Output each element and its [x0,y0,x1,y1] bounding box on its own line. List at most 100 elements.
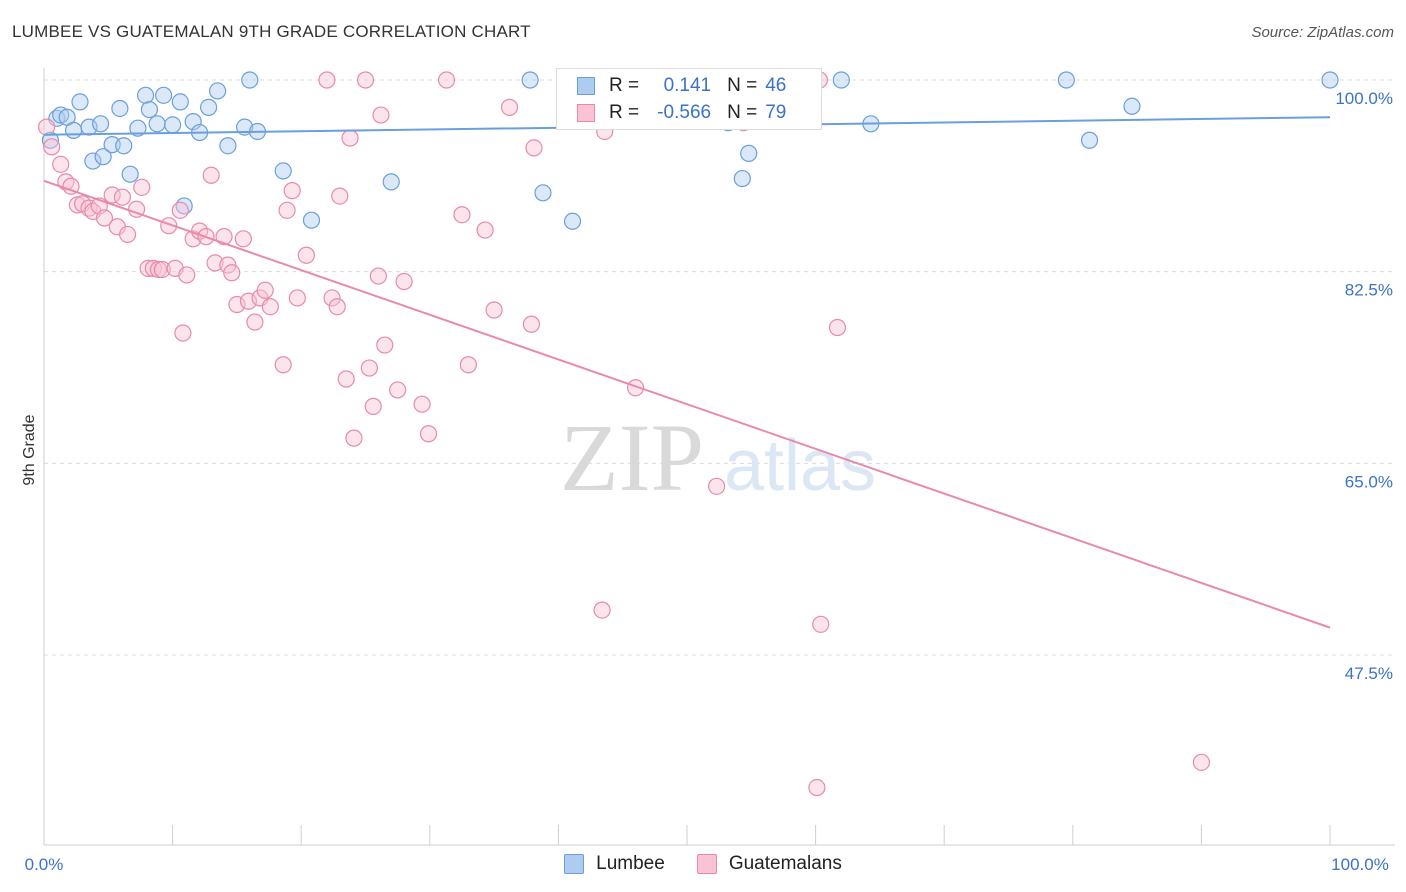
data-point [241,71,259,89]
data-point [376,336,394,354]
data-point [593,601,611,619]
y-axis-title: 9th Grade [21,414,38,485]
data-point [153,260,171,279]
data-point [1192,753,1211,771]
data-point [148,115,166,133]
data-point [37,118,56,136]
data-point [149,260,168,279]
legend-n-label: N = [727,75,758,96]
data-point [500,98,519,116]
legend-swatch-lumbee [577,77,595,95]
legend-swatch-guatemalans [696,854,717,874]
data-point [71,93,89,111]
data-point [419,425,438,443]
data-point [356,71,375,89]
legend-swatch-lumbee [564,854,585,874]
data-point [328,298,346,316]
data-point [91,115,110,133]
legend-row-lumbee: R = 0.141 N = 46 [577,73,786,99]
data-point [178,266,196,284]
stats-legend: R = 0.141 N = 46 R = -0.566 N = 79 [556,68,822,130]
data-point [832,71,850,89]
data-point [111,99,129,118]
data-point [94,148,112,166]
data-point [283,182,301,200]
data-point [133,178,151,196]
data-point [164,116,182,134]
source-label: Source: ZipAtlas.com [1251,24,1394,41]
axes [43,68,1395,846]
data-point [1123,97,1141,115]
data-point [256,281,274,299]
data-point [171,93,189,111]
data-point [389,381,407,399]
data-point [297,246,315,264]
watermark-zip: ZIP [560,404,704,511]
series-legend: Lumbee Guatemalans [0,852,1406,876]
x-tick-label: 0.0% [25,855,64,874]
data-point [437,71,456,89]
legend-item-lumbee[interactable]: Lumbee [564,852,665,876]
data-point [331,187,349,205]
data-point [740,144,758,162]
data-point [274,162,292,180]
trend-lines [43,116,1331,629]
data-point [52,155,70,173]
data-point [453,206,471,224]
legend-item-guatemalans[interactable]: Guatemalans [696,852,842,876]
data-point [215,228,233,246]
data-point [413,395,431,413]
data-point [206,254,224,272]
data-point [364,397,382,415]
data-point [341,129,359,147]
data-point [369,267,387,285]
y-tick-label: 82.5% [1345,281,1393,300]
data-point [136,86,155,104]
legend-r-label: R = [609,102,640,123]
data-point [626,379,645,397]
data-point [115,137,133,155]
data-point [459,356,477,374]
data-point [62,177,80,195]
watermark: ZIP atlas [560,404,876,511]
data-point [733,169,751,188]
chart-title: LUMBEE VS GUATEMALAN 9TH GRADE CORRELATI… [12,22,531,41]
data-point [64,121,83,139]
data-point [521,71,539,89]
data-point [219,137,237,155]
data-point [372,106,390,124]
legend-n-value: 46 [765,75,787,96]
data-point [200,98,218,116]
data-point [113,188,132,206]
data-point [140,100,159,119]
data-point [337,370,355,388]
data-point [95,209,114,227]
data-point [118,225,137,244]
data-point [129,119,147,137]
legend-label-lumbee: Lumbee [596,853,665,874]
data-point [522,315,540,333]
x-tick-label: 100.0% [1331,855,1389,874]
axis-labels: 100.0% 82.5% 65.0% 47.5% 0.0% 100.0% [25,89,1393,874]
data-point [395,272,413,291]
data-point [323,289,341,307]
data-point [223,264,241,282]
data-point [318,71,336,89]
data-point [209,82,227,100]
data-point [121,165,139,183]
data-point [103,186,121,204]
data-point [144,259,162,277]
data-point [43,138,61,156]
data-point [812,615,830,633]
watermark-atlas: atlas [724,426,876,506]
legend-r-label: R = [609,75,640,96]
data-point [174,324,192,342]
data-point [234,230,252,248]
legend-label-guatemalans: Guatemalans [728,853,842,874]
data-point [261,298,279,316]
y-tick-label: 47.5% [1345,664,1393,683]
legend-row-guatemalans: R = -0.566 N = 79 [577,100,786,126]
data-point [525,139,543,157]
legend-r-value: -0.566 [657,102,712,123]
